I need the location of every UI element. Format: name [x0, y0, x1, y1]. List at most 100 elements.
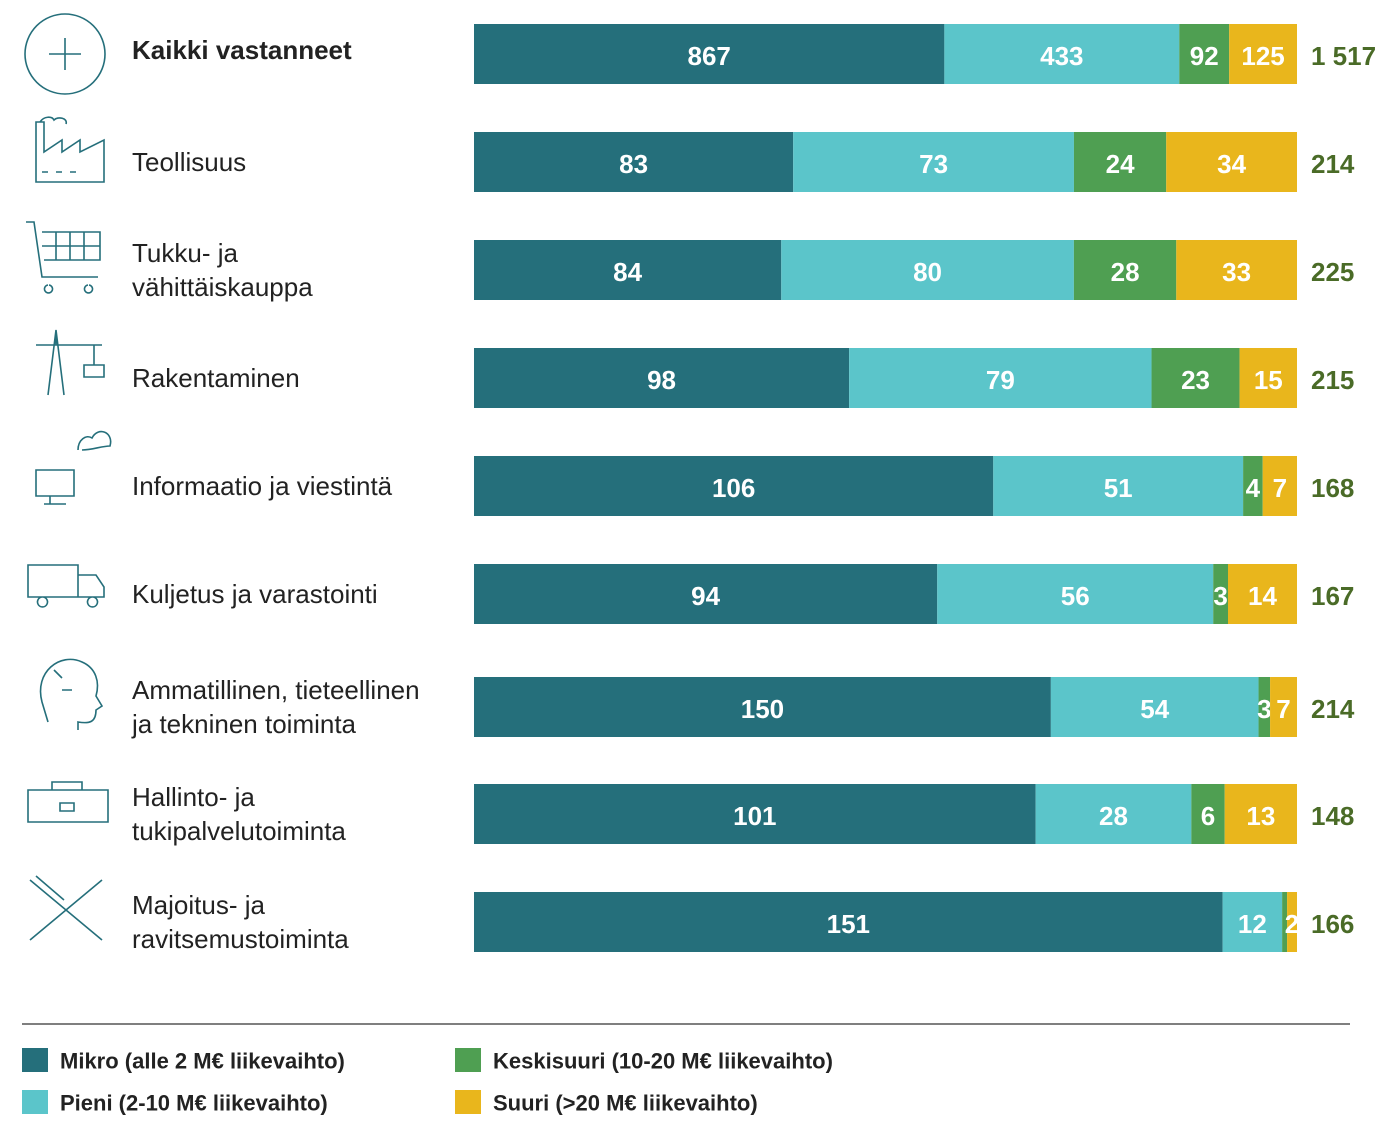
- total-label: 148: [1311, 801, 1354, 831]
- category-label: Tukku- ja: [132, 238, 238, 268]
- bar-segment: [1213, 564, 1229, 624]
- bar-segment: [1151, 348, 1240, 408]
- segment-label: 867: [687, 41, 730, 71]
- bar-segment: [993, 456, 1244, 516]
- category-icon: [35, 116, 105, 183]
- legend-swatch: [22, 1090, 48, 1114]
- total-label: 215: [1311, 365, 1354, 395]
- category-label: ja tekninen toiminta: [131, 709, 357, 739]
- bar-segment: [937, 564, 1214, 624]
- bar-segment: [793, 132, 1074, 192]
- bar-segment: [1050, 677, 1259, 737]
- bar-segment: [1282, 892, 1288, 952]
- bar-segment: [1262, 456, 1297, 516]
- total-label: 168: [1311, 473, 1354, 503]
- segment-label: 3: [1213, 581, 1227, 611]
- legend-swatch: [455, 1048, 481, 1072]
- bar-segment: [474, 564, 938, 624]
- category-label: Informaatio ja viestintä: [132, 471, 393, 501]
- bar-segment: [1287, 892, 1297, 952]
- legend-swatch: [22, 1048, 48, 1072]
- segment-label: 4: [1246, 473, 1261, 503]
- total-label: 214: [1311, 149, 1355, 179]
- category-label: Kuljetus ja varastointi: [132, 579, 378, 609]
- bar-segment: [1243, 456, 1263, 516]
- total-label: 1 517: [1311, 41, 1376, 71]
- segment-label: 125: [1241, 41, 1284, 71]
- segment-label: 2: [1285, 909, 1299, 939]
- legend-label: Suuri (>20 M€ liikevaihto): [493, 1091, 758, 1116]
- segment-label: 94: [691, 581, 720, 611]
- segment-label: 14: [1248, 581, 1277, 611]
- total-label: 225: [1311, 257, 1354, 287]
- segment-label: 106: [712, 473, 755, 503]
- legend-swatch: [455, 1090, 481, 1114]
- bar-segment: [474, 348, 850, 408]
- category-label: vähittäiskauppa: [132, 272, 313, 302]
- bar-segment: [944, 24, 1180, 84]
- total-label: 167: [1311, 581, 1354, 611]
- category-label: tukipalvelutoiminta: [132, 816, 346, 846]
- segment-label: 73: [919, 149, 948, 179]
- category-icon: [29, 875, 103, 941]
- bar-segment: [1239, 348, 1297, 408]
- bar-segment: [474, 132, 794, 192]
- category-icon: [36, 329, 105, 396]
- category-icon: [39, 658, 104, 730]
- bar-segment: [1258, 677, 1271, 737]
- bar-segment: [1222, 892, 1283, 952]
- segment-label: 151: [827, 909, 870, 939]
- legend-label: Mikro (alle 2 M€ liikevaihto): [60, 1049, 345, 1074]
- segment-label: 84: [613, 257, 642, 287]
- total-label: 214: [1311, 694, 1355, 724]
- segment-label: 56: [1061, 581, 1090, 611]
- segment-label: 433: [1040, 41, 1083, 71]
- segment-label: 28: [1111, 257, 1140, 287]
- segment-label: 51: [1104, 473, 1133, 503]
- segment-label: 54: [1140, 694, 1169, 724]
- segment-label: 92: [1190, 41, 1219, 71]
- category-icon: [27, 781, 109, 823]
- category-label: Majoitus- ja: [132, 890, 265, 920]
- category-label: Hallinto- ja: [132, 782, 255, 812]
- segment-label: 28: [1099, 801, 1128, 831]
- segment-label: 33: [1222, 257, 1251, 287]
- category-label: Teollisuus: [132, 147, 246, 177]
- segment-label: 24: [1106, 149, 1135, 179]
- bar-segment: [1035, 784, 1192, 844]
- bar-segment: [474, 240, 782, 300]
- category-label: Ammatillinen, tieteellinen: [132, 675, 420, 705]
- segment-label: 6: [1201, 801, 1215, 831]
- bar-segment: [474, 24, 945, 84]
- segment-label: 12: [1238, 909, 1267, 939]
- bar-segment: [1073, 132, 1167, 192]
- bar-segment: [1270, 677, 1297, 737]
- segment-label: 150: [741, 694, 784, 724]
- category-label: Rakentaminen: [132, 363, 300, 393]
- category-label: ravitsemustoiminta: [132, 924, 349, 954]
- bar-segment: [474, 677, 1051, 737]
- legend-label: Keskisuuri (10-20 M€ liikevaihto): [493, 1049, 833, 1074]
- segment-label: 34: [1217, 149, 1246, 179]
- bar-segment: [1229, 24, 1297, 84]
- segment-label: 79: [986, 365, 1015, 395]
- bar-segment: [1228, 564, 1297, 624]
- segment-label: 83: [619, 149, 648, 179]
- bar-segment: [1166, 132, 1297, 192]
- segment-label: 23: [1181, 365, 1210, 395]
- bar-segment: [1191, 784, 1225, 844]
- category-icon: [26, 221, 101, 294]
- segment-label: 7: [1276, 694, 1290, 724]
- bar-segment: [1176, 240, 1297, 300]
- bar-segment: [1073, 240, 1177, 300]
- category-label: Kaikki vastanneet: [132, 35, 352, 65]
- segment-label: 3: [1257, 694, 1271, 724]
- segment-label: 7: [1273, 473, 1287, 503]
- category-icon: [35, 430, 112, 505]
- bar-segment: [474, 456, 994, 516]
- bar-segment: [849, 348, 1152, 408]
- bar-segment: [781, 240, 1074, 300]
- category-icon: [27, 564, 105, 608]
- segment-label: 101: [733, 801, 776, 831]
